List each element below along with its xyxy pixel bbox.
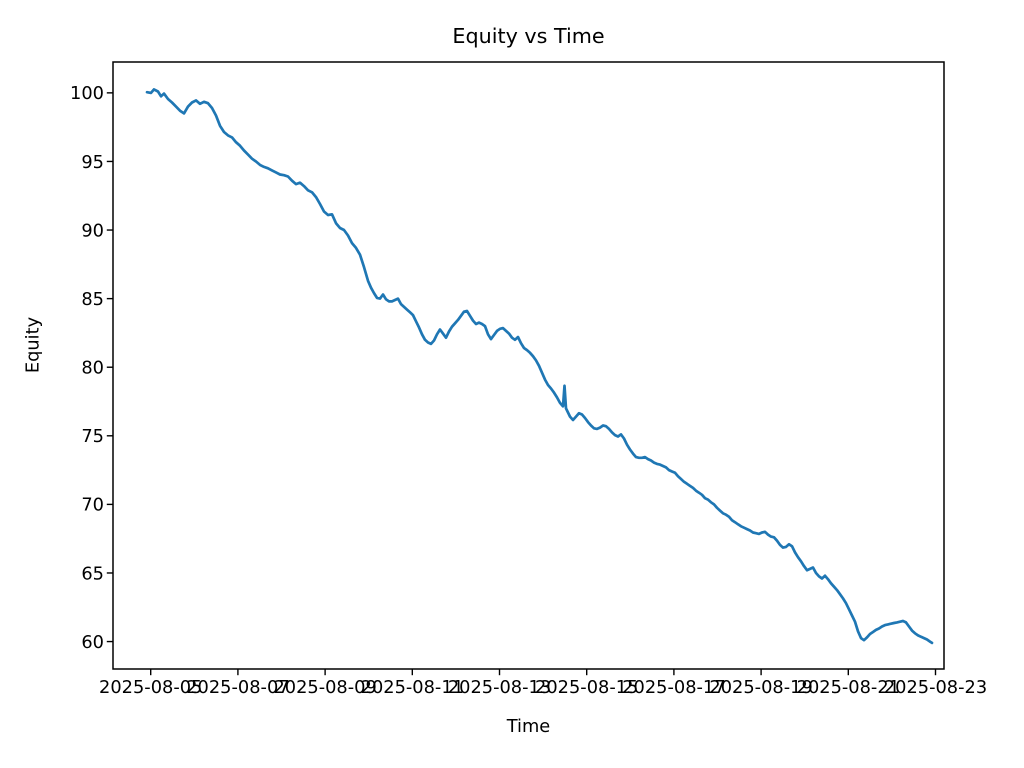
- x-tick-label: 2025-08-05: [99, 677, 202, 698]
- x-tick-label: 2025-08-23: [884, 677, 987, 698]
- y-tick-label: 100: [70, 83, 104, 104]
- y-tick-label: 80: [81, 358, 104, 379]
- x-axis-label: Time: [506, 716, 551, 737]
- x-tick-label: 2025-08-17: [622, 677, 725, 698]
- chart-title: Equity vs Time: [452, 24, 605, 48]
- y-tick-label: 95: [81, 152, 104, 173]
- x-tick-label: 2025-08-21: [797, 677, 900, 698]
- y-tick-label: 75: [81, 426, 104, 447]
- x-tick-label: 2025-08-09: [273, 677, 376, 698]
- x-tick-label: 2025-08-15: [535, 677, 638, 698]
- equity-series-line: [145, 88, 934, 645]
- y-tick-label: 65: [81, 563, 104, 584]
- y-tick-label: 85: [81, 289, 104, 310]
- x-tick-label: 2025-08-07: [186, 677, 289, 698]
- y-tick-label: 90: [81, 220, 104, 241]
- y-tick-label: 70: [81, 495, 104, 516]
- x-tick-label: 2025-08-19: [709, 677, 812, 698]
- plot-area-spines: [112, 61, 945, 670]
- y-tick-label: 60: [81, 632, 104, 653]
- y-axis-label: Equity: [22, 316, 44, 374]
- x-tick-label: 2025-08-11: [361, 677, 464, 698]
- x-tick-label: 2025-08-13: [448, 677, 551, 698]
